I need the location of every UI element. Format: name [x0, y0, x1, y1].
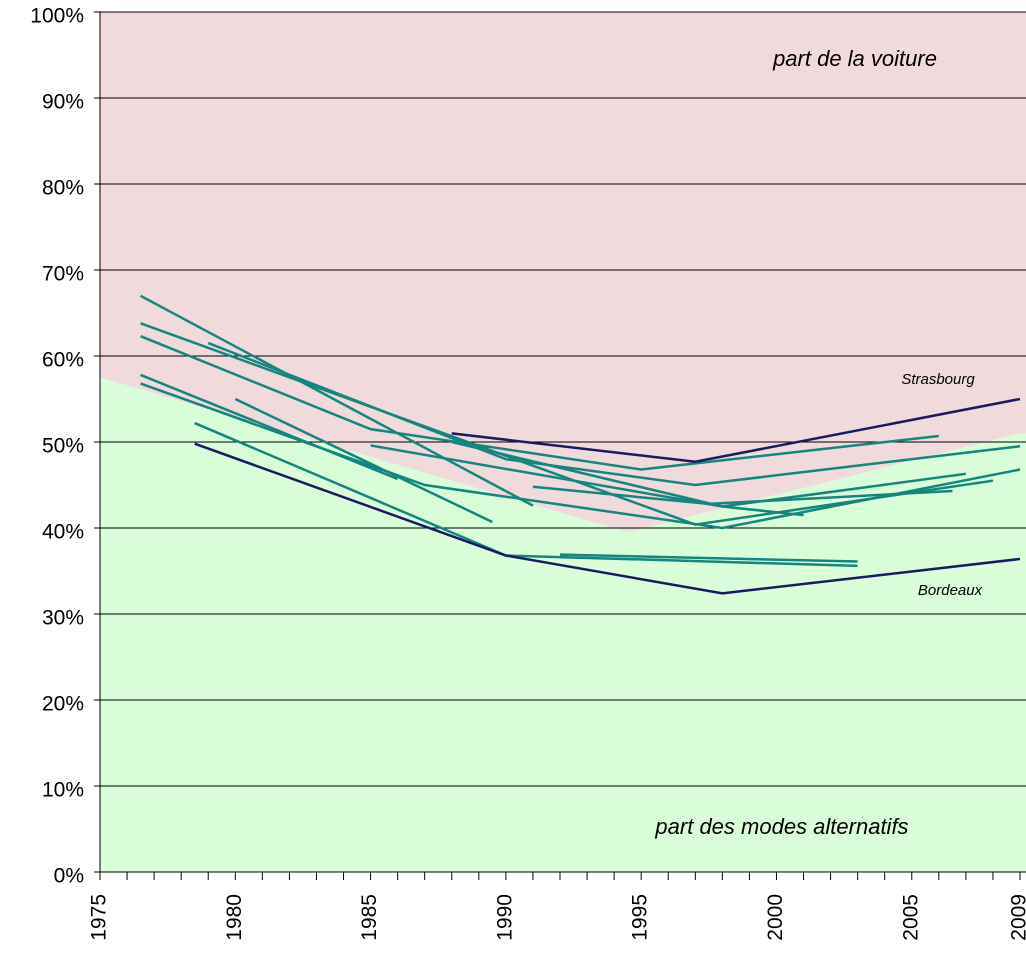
- grid: [100, 11, 1026, 873]
- areas: [100, 12, 1026, 872]
- y-tick-label: 80%: [42, 177, 84, 200]
- series-line: [140, 382, 1021, 530]
- series-line: [207, 341, 1021, 487]
- axes: 0% 10% 20% 30% 40% 50% 60% 70% 80% 90% 100% 1975 198…: [30, 5, 1026, 941]
- x-tick-label: 2009: [1008, 894, 1026, 941]
- y-tick-label: 30%: [42, 607, 84, 630]
- series-line: [194, 442, 1021, 595]
- y-tick-label: 40%: [42, 521, 84, 544]
- series-line: [140, 335, 939, 471]
- y-tick-label: 10%: [42, 779, 84, 802]
- upper-area: [100, 12, 1026, 533]
- annotation: part de la voiture: [772, 46, 937, 71]
- x-tick-label: 2000: [764, 894, 787, 941]
- series-label: Bordeaux: [918, 582, 983, 599]
- series-line: [451, 397, 1021, 464]
- x-tick-label: 2005: [899, 894, 922, 941]
- x-tick-label: 1990: [493, 894, 516, 941]
- series-label: Strasbourg: [901, 371, 975, 388]
- y-tick-label: 60%: [42, 349, 84, 372]
- y-tick-label: 20%: [42, 693, 84, 716]
- x-tick-label: 1975: [88, 894, 111, 941]
- y-tick-label: 70%: [42, 263, 84, 286]
- lines: Strasbourg Bordeaux: [139, 294, 1021, 599]
- lower-area: [100, 377, 1026, 872]
- y-tick-label: 0%: [54, 865, 84, 888]
- series-line: [451, 440, 967, 508]
- series-line: [559, 553, 858, 563]
- annotation: part des modes alternatifs: [654, 814, 908, 839]
- series-line: [140, 373, 399, 481]
- x-tick-label: 1995: [629, 894, 652, 941]
- series-line: [234, 397, 493, 524]
- x-tick-label: 1980: [223, 894, 246, 941]
- y-tick-label: 90%: [42, 91, 84, 114]
- series-line: [139, 294, 534, 507]
- y-tick-label: 50%: [42, 435, 84, 458]
- x-tick-label: 1985: [358, 894, 381, 941]
- y-tick-label: 100%: [30, 5, 84, 28]
